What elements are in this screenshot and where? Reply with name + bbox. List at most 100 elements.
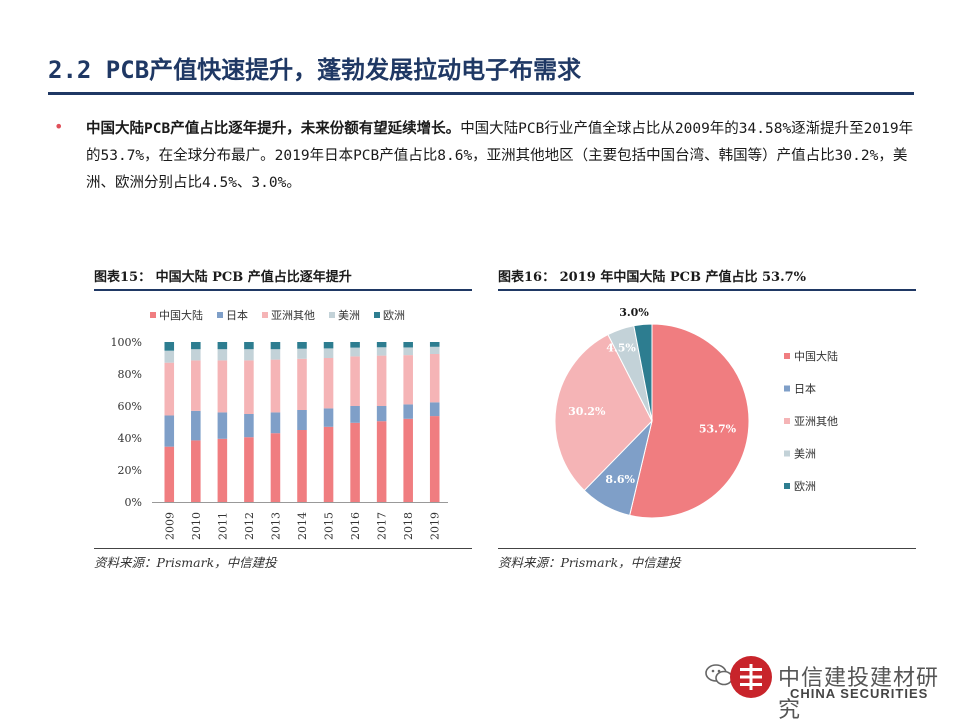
bar-segment — [323, 348, 334, 358]
bar-legend-label: 中国大陆 — [159, 308, 203, 322]
bar-y-tick-label: 0% — [125, 496, 142, 509]
bar-segment — [403, 342, 413, 348]
bar-legend-entry: 中国大陆 — [150, 308, 203, 322]
bar-segment — [350, 422, 360, 502]
pie-slices — [554, 323, 750, 519]
bar-segment — [270, 412, 281, 434]
bar-segment — [297, 342, 307, 349]
bar-x-tick-label: 2012 — [243, 512, 256, 540]
bar-segment — [244, 414, 254, 438]
bar-segment — [164, 342, 175, 351]
bar-segment — [191, 410, 201, 441]
bar-segment — [376, 347, 387, 356]
bar-segment — [191, 440, 201, 502]
bar-x-tick-label: 2019 — [429, 512, 442, 540]
bar-x-tick-label: 2015 — [323, 512, 336, 540]
bar-segment — [217, 360, 228, 413]
right-chart-title: 图表16： 2019 年中国大陆 PCB 产值占比 53.7% — [498, 270, 807, 285]
bar-segment — [297, 410, 307, 430]
bar-y-tick-label: 80% — [118, 368, 142, 381]
bar-segment — [350, 342, 360, 348]
pie-legend-swatch — [784, 450, 790, 457]
bar-segment — [350, 347, 360, 357]
bar-x-tick-label: 2009 — [163, 512, 176, 540]
bar-segment — [403, 355, 413, 405]
bar-y-tick-label: 20% — [118, 464, 142, 477]
bar-segment — [403, 347, 413, 356]
bar-segment — [376, 342, 387, 348]
bar-y-tick-label: 100% — [111, 336, 142, 349]
pie-legend-swatch — [784, 483, 790, 489]
bar-segment — [244, 342, 254, 350]
pie-data-label: 30.2% — [568, 405, 606, 418]
bar-segment — [323, 342, 334, 349]
china-securities-logo-icon — [730, 656, 772, 698]
bar-legend-swatch — [217, 312, 223, 318]
bar-legend-entry: 美洲 — [329, 309, 360, 322]
bullet-body: 中国大陆PCB行业产值全球占比从2009年的34.58%逐渐提升至2019年的5… — [86, 121, 914, 191]
bar-segment — [164, 446, 175, 502]
bar-segment — [429, 402, 440, 417]
bar-segment — [297, 430, 307, 502]
bar-y-axis: 0% 20% 40% 60% 80% 100% — [111, 336, 142, 509]
bullet-dot-icon: • — [54, 117, 64, 136]
bar-segment — [429, 416, 440, 502]
bar-legend-label: 亚洲其他 — [271, 309, 315, 322]
bar-segment — [429, 346, 440, 354]
bar-segment — [323, 358, 334, 409]
pie-slice — [633, 323, 653, 422]
bar-x-tick-label: 2014 — [296, 512, 309, 540]
bar-y-tick-label: 60% — [118, 400, 142, 413]
bar-legend-entry: 日本 — [217, 308, 248, 322]
bar-legend-entry: 亚洲其他 — [262, 309, 315, 322]
left-chart-title: 图表15： 中国大陆 PCB 产值占比逐年提升 — [94, 270, 352, 285]
bar-segment — [376, 421, 387, 502]
pie-legend-entry: 美洲 — [784, 448, 816, 461]
bar-x-tick-label: 2011 — [216, 512, 229, 540]
bar-segment — [350, 356, 360, 406]
footer-brand-sub: CHINA SECURITIES — [790, 686, 929, 701]
bar-legend-label: 欧洲 — [383, 309, 405, 322]
bar-segment — [297, 348, 307, 359]
bar-segment — [217, 349, 228, 361]
right-source-rule — [498, 548, 916, 549]
bar-segment — [270, 342, 281, 350]
title-divider — [48, 92, 914, 95]
pie-data-label: 4.5% — [606, 342, 636, 355]
pie-legend-label: 日本 — [794, 382, 816, 396]
pie-labels: 53.7% 8.6% 30.2% 4.5% 3.0% — [568, 306, 737, 486]
bar-segment — [164, 415, 175, 447]
bar-x-tick-label: 2017 — [376, 512, 389, 540]
bar-segment — [164, 350, 175, 363]
pie-legend-label: 欧洲 — [794, 480, 816, 493]
bar-segment — [244, 360, 254, 414]
bar-segment — [191, 349, 201, 361]
bar-legend-swatch — [262, 312, 268, 318]
bar-segment — [217, 342, 228, 350]
pie-legend-label: 美洲 — [794, 448, 816, 461]
pie-legend-entry: 亚洲其他 — [784, 415, 838, 428]
bar-marks — [164, 342, 440, 502]
bar-segment — [191, 360, 201, 411]
pie-data-label: 53.7% — [699, 423, 737, 436]
bar-legend-label: 美洲 — [338, 309, 360, 322]
bar-segment — [217, 412, 228, 439]
bar-x-tick-label: 2010 — [190, 512, 203, 540]
left-chart-title-rule — [94, 289, 472, 291]
pie-legend-swatch — [784, 353, 790, 359]
pie-legend-entry: 中国大陆 — [784, 349, 838, 363]
bar-segment — [270, 359, 281, 413]
left-source-rule — [94, 548, 472, 549]
bar-segment — [376, 355, 387, 406]
bar-legend-label: 日本 — [226, 308, 248, 322]
bar-segment — [191, 342, 201, 350]
pie-legend-swatch — [784, 418, 790, 424]
bar-segment — [323, 426, 334, 502]
bar-segment — [217, 438, 228, 502]
pie-data-label: 3.0% — [619, 306, 649, 319]
bar-segment — [403, 404, 413, 419]
bar-x-tick-label: 2018 — [402, 512, 415, 540]
pie-legend-label: 中国大陆 — [794, 349, 838, 363]
bullet-lead: 中国大陆PCB产值占比逐年提升，未来份额有望延续增长。 — [86, 121, 461, 137]
